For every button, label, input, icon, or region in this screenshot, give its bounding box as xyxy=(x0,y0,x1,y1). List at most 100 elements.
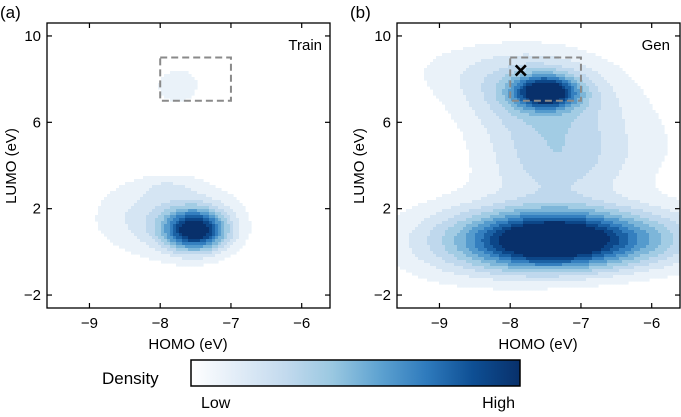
density-cell xyxy=(508,41,512,45)
density-cell xyxy=(143,236,147,240)
density-cell xyxy=(131,221,135,225)
density-cell xyxy=(535,65,539,69)
density-cell xyxy=(499,107,503,111)
density-cell xyxy=(568,158,572,162)
density-cell xyxy=(107,230,111,234)
density-cell xyxy=(562,155,566,159)
density-cell xyxy=(583,200,587,204)
density-cell xyxy=(598,140,602,144)
density-cell xyxy=(562,185,566,189)
density-cell xyxy=(601,98,605,102)
density-cell xyxy=(529,92,533,96)
density-cell xyxy=(179,83,183,87)
density-cell xyxy=(445,203,449,207)
density-cell xyxy=(182,209,186,213)
density-cell xyxy=(469,155,473,159)
density-cell xyxy=(586,182,590,186)
density-cell xyxy=(640,116,644,120)
density-cell xyxy=(583,197,587,201)
density-cell xyxy=(155,257,159,261)
density-cell xyxy=(149,176,153,180)
density-cell xyxy=(628,92,632,96)
density-cell xyxy=(200,245,204,249)
density-cell xyxy=(532,173,536,177)
density-cell xyxy=(451,101,455,105)
density-cell xyxy=(613,110,617,114)
density-cell xyxy=(218,215,222,219)
density-cell xyxy=(616,80,620,84)
density-cell xyxy=(535,50,539,54)
density-cell xyxy=(628,170,632,174)
density-cell xyxy=(619,80,623,84)
density-cell xyxy=(164,227,168,231)
density-cell xyxy=(589,146,593,150)
density-cell xyxy=(490,143,494,147)
density-cell xyxy=(496,167,500,171)
density-cell xyxy=(502,128,506,132)
density-cell xyxy=(140,200,144,204)
density-cell xyxy=(592,179,596,183)
density-cell xyxy=(592,119,596,123)
density-cell xyxy=(649,185,653,189)
density-cell xyxy=(439,74,443,78)
density-cell xyxy=(634,107,638,111)
density-cell xyxy=(529,74,533,78)
density-cell xyxy=(212,200,216,204)
density-cell xyxy=(505,98,509,102)
density-cell xyxy=(583,122,587,126)
density-cell xyxy=(580,101,584,105)
density-cell xyxy=(218,233,222,237)
density-cell xyxy=(601,152,605,156)
density-cell xyxy=(110,224,114,228)
density-cell xyxy=(541,110,545,114)
density-cell xyxy=(631,155,635,159)
density-cell xyxy=(637,122,641,126)
density-cell xyxy=(619,203,623,207)
density-cell xyxy=(592,101,596,105)
density-cell xyxy=(481,44,485,48)
density-cell xyxy=(463,59,467,63)
density-cell xyxy=(490,149,494,153)
density-cell xyxy=(143,239,147,243)
density-cell xyxy=(469,128,473,132)
density-cell xyxy=(502,107,506,111)
density-cell xyxy=(643,203,647,207)
density-cell xyxy=(454,209,458,213)
density-cell xyxy=(502,83,506,87)
density-cell xyxy=(574,50,578,54)
density-cell xyxy=(562,173,566,177)
density-cell xyxy=(658,131,662,135)
density-cell xyxy=(182,245,186,249)
density-cell xyxy=(466,137,470,141)
density-cell xyxy=(523,41,527,45)
density-cell xyxy=(478,146,482,150)
density-cell xyxy=(451,107,455,111)
density-cell xyxy=(637,206,641,210)
density-cell xyxy=(547,53,551,57)
density-cell xyxy=(520,119,524,123)
density-cell xyxy=(610,110,614,114)
density-cell xyxy=(652,134,656,138)
density-cell xyxy=(511,173,515,177)
density-cell xyxy=(194,251,198,255)
density-cell xyxy=(619,149,623,153)
density-cell xyxy=(520,116,524,120)
density-cell xyxy=(559,170,563,174)
density-cell xyxy=(550,176,554,180)
density-cell xyxy=(562,191,566,195)
density-cell xyxy=(182,77,186,81)
density-cell xyxy=(502,44,506,48)
density-cell xyxy=(547,119,551,123)
density-cell xyxy=(532,80,536,84)
density-cell xyxy=(598,197,602,201)
density-cell xyxy=(556,167,560,171)
density-cell xyxy=(134,194,138,198)
density-cell xyxy=(116,197,120,201)
density-cell xyxy=(574,158,578,162)
density-cell xyxy=(173,242,177,246)
density-cell xyxy=(113,236,117,240)
density-cell xyxy=(442,101,446,105)
density-cell xyxy=(493,182,497,186)
density-cell xyxy=(125,236,129,240)
density-cell xyxy=(505,158,509,162)
